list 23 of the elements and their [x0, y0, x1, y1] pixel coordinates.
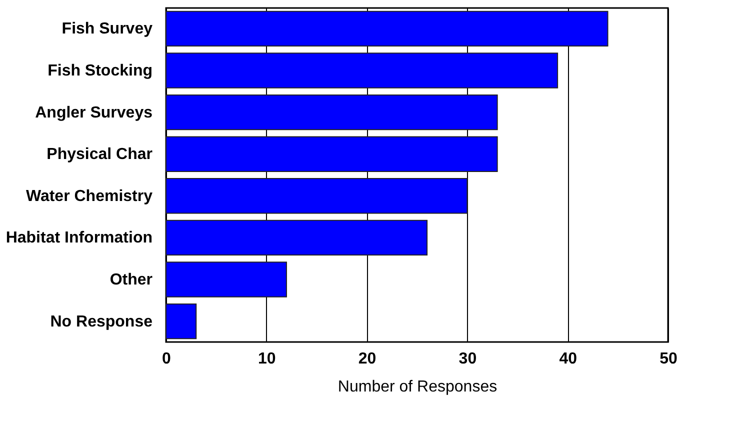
y-tick-label: Physical Char — [46, 146, 152, 164]
x-tick-label: 20 — [358, 350, 376, 368]
x-tick-label: 50 — [660, 350, 678, 368]
bar — [166, 220, 428, 256]
bar — [166, 136, 498, 172]
bar — [166, 52, 558, 88]
x-axis-title: Number of Responses — [338, 378, 498, 396]
y-tick-label: No Response — [50, 313, 153, 330]
x-tick-label: 30 — [458, 350, 477, 368]
bar — [166, 94, 498, 130]
bar — [166, 10, 608, 47]
y-tick-label: Other — [110, 272, 152, 289]
y-tick-label: Habitat Information — [6, 230, 152, 247]
x-tick-label: 10 — [258, 350, 276, 368]
x-tick-label: 40 — [559, 350, 578, 368]
x-tick-label: 0 — [162, 350, 172, 368]
y-tick-label: Fish Stocking — [48, 62, 152, 80]
y-tick-label: Fish Survey — [62, 20, 153, 38]
y-tick-label: Water Chemistry — [26, 188, 153, 205]
bar — [166, 303, 197, 340]
bar — [166, 262, 287, 298]
y-tick-label: Angler Surveys — [35, 104, 153, 122]
bar — [166, 178, 468, 214]
